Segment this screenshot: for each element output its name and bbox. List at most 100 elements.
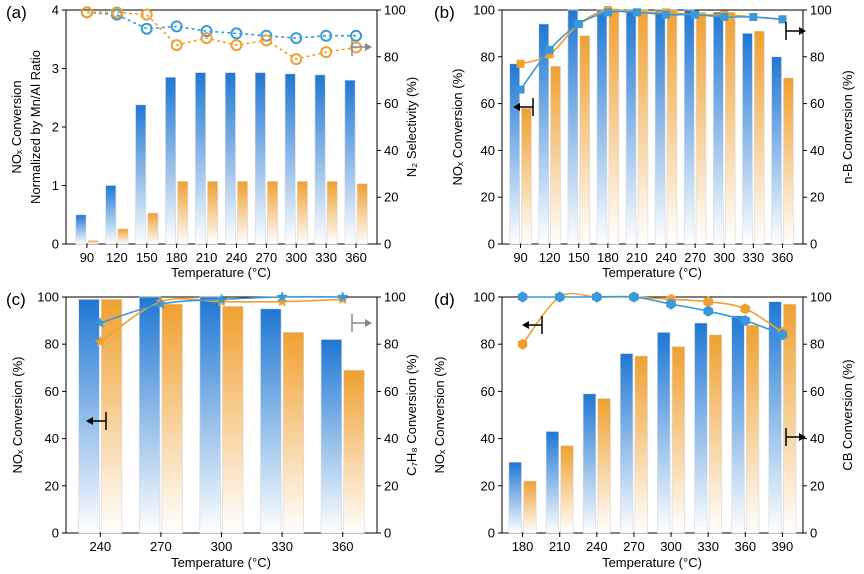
bar: [745, 324, 760, 534]
bar: [87, 240, 99, 245]
series-line: [87, 11, 357, 60]
data-point: [691, 10, 700, 19]
x-tick-label: 240: [655, 250, 677, 265]
bar: [560, 445, 574, 534]
y2-tick-label: 20: [810, 478, 824, 493]
bar: [343, 369, 365, 534]
x-tick-label: 120: [539, 250, 561, 265]
bar: [579, 35, 590, 245]
y-tick-label: 80: [481, 337, 495, 352]
panel-d: 180 210 240 270 300 330 360 390 0 20 40 60 80 100 0 2…: [432, 290, 855, 571]
y2-tick-label: 100: [810, 3, 832, 18]
x-tick-label: 270: [150, 539, 172, 554]
series-line: [520, 8, 783, 65]
bar: [282, 332, 305, 534]
y-tick-label: 3: [52, 61, 59, 76]
axis-arrows: [86, 314, 372, 430]
bar: [619, 353, 634, 534]
data-point: [720, 13, 729, 22]
bar: [521, 108, 532, 245]
data-point: [603, 8, 612, 17]
series-line: [519, 10, 783, 91]
y-tick-label: 80: [45, 337, 59, 352]
arrow-head: [522, 321, 529, 329]
bar: [695, 12, 707, 245]
bar: [508, 461, 522, 534]
y-axis-label-line1: NOₓ Conversion: [9, 80, 24, 173]
y2-tick-label: 80: [384, 49, 398, 64]
data-point: [215, 293, 228, 305]
axis-arrows: [513, 22, 806, 116]
y-tick-label: 20: [481, 478, 495, 493]
bar: [713, 12, 724, 245]
y-tick-label: 20: [481, 190, 495, 205]
x-tick-label: 180: [166, 250, 188, 265]
bar: [637, 9, 649, 245]
bar: [101, 299, 123, 534]
bar: [608, 9, 620, 245]
y2-tick-label: 0: [384, 526, 391, 541]
bar: [597, 398, 611, 534]
bar: [550, 65, 561, 245]
data-point: [516, 85, 525, 94]
bar: [509, 63, 520, 245]
y-axis-label-line2: Normalized by Mn/Al Ratio: [28, 50, 43, 204]
data-point: [740, 315, 751, 327]
bar: [237, 181, 248, 245]
bar: [783, 77, 794, 245]
arrow-head: [799, 433, 806, 441]
x-tick-label: 240: [226, 250, 248, 265]
axis-arrows: [522, 316, 806, 446]
right-axis-arrow: [351, 38, 372, 56]
left-axis-arrow: [86, 412, 107, 430]
bar: [582, 393, 597, 534]
x-tick-label: 360: [734, 539, 756, 554]
y2-tick-label: 60: [384, 384, 398, 399]
arrow-head: [799, 27, 806, 35]
y2-tick-label: 60: [384, 96, 398, 111]
bar: [538, 23, 549, 245]
x-tick-label: 210: [549, 539, 571, 554]
x-tick-label: 330: [742, 250, 764, 265]
line-group: [517, 291, 788, 350]
x-tick-label: 150: [568, 250, 590, 265]
x-tick-label: 210: [626, 250, 648, 265]
data-point: [155, 298, 167, 309]
data-point: [517, 291, 528, 303]
data-point: [629, 291, 639, 303]
right-tick-labels: 0 20 40 60 80 100: [377, 3, 406, 252]
x-axis-label: Temperature (°C): [602, 265, 702, 280]
bar: [771, 56, 782, 245]
x-tick-label: 120: [106, 250, 128, 265]
bar: [567, 9, 579, 245]
x-tick-label: 90: [80, 250, 94, 265]
arrow-head: [513, 103, 520, 111]
bar: [284, 73, 296, 245]
x-tick-labels: 240 270 300 330 360: [89, 533, 354, 554]
x-tick-label: 270: [684, 250, 706, 265]
bar: [683, 9, 695, 245]
bar: [708, 334, 723, 534]
bar: [523, 480, 537, 534]
left-tick-labels: 0 20 40 60 80 100: [473, 290, 502, 541]
data-point: [516, 59, 525, 68]
bar: [161, 303, 183, 534]
bar: [654, 9, 666, 245]
bar: [207, 181, 218, 245]
y-tick-label: 0: [488, 526, 495, 541]
y-tick-label: 100: [473, 3, 495, 18]
y2-tick-label: 40: [810, 431, 824, 446]
bar: [117, 228, 129, 245]
data-point: [740, 303, 751, 315]
y2-tick-label: 100: [384, 290, 406, 305]
bar: [267, 181, 278, 245]
y2-tick-label: 40: [384, 431, 398, 446]
data-point: [290, 53, 303, 66]
x-tick-label: 330: [315, 250, 337, 265]
y2-axis-label: N₂ Selectivity (%): [404, 77, 419, 177]
bar: [326, 181, 338, 245]
y-tick-label: 0: [488, 237, 495, 252]
y2-tick-label: 60: [810, 384, 824, 399]
x-tick-label: 240: [89, 539, 111, 554]
x-tick-labels: 180 210 240 270 300 330 360 390: [512, 533, 793, 554]
